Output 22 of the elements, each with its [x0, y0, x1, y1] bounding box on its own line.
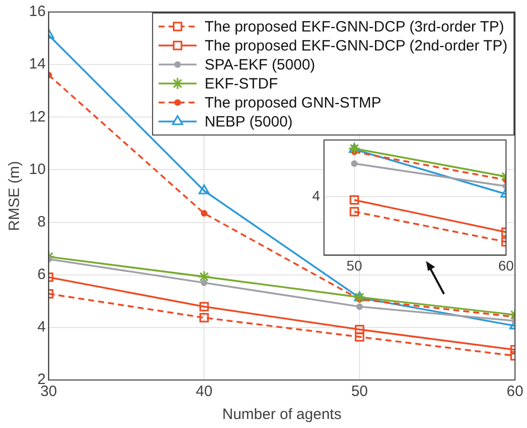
- y-tick-label: 16: [28, 3, 46, 20]
- x-tick-label: 40: [196, 383, 212, 400]
- legend-label: SPA-EKF (5000): [204, 56, 316, 74]
- y-tick-label: 4: [37, 318, 46, 336]
- legend-label: The proposed EKF-GNN-DCP (2nd-order TP): [204, 38, 508, 55]
- y-tick-label: 6: [37, 266, 46, 283]
- x-tick-label: 50: [351, 383, 368, 400]
- y-tick-label: 12: [28, 108, 46, 126]
- legend-label: The proposed EKF-GNN-DCP (3rd-order TP): [204, 18, 504, 36]
- annotation: 4: [312, 188, 320, 204]
- legend-label: EKF-STDF: [204, 76, 278, 93]
- y-tick-label: 8: [37, 213, 46, 230]
- x-axis-title: Number of agents: [222, 406, 342, 424]
- x-tick-label: 50: [346, 257, 362, 274]
- y-tick-label: 10: [28, 160, 46, 178]
- x-tick-label: 60: [498, 257, 514, 274]
- x-tick-label: 60: [506, 383, 524, 400]
- y-axis-title: RMSE (m): [6, 161, 24, 231]
- y-tick-label: 14: [28, 56, 46, 73]
- legend-label: The proposed GNN-STMP: [204, 94, 382, 112]
- legend-label: NEBP (5000): [204, 114, 293, 131]
- x-tick-label: 30: [40, 383, 58, 400]
